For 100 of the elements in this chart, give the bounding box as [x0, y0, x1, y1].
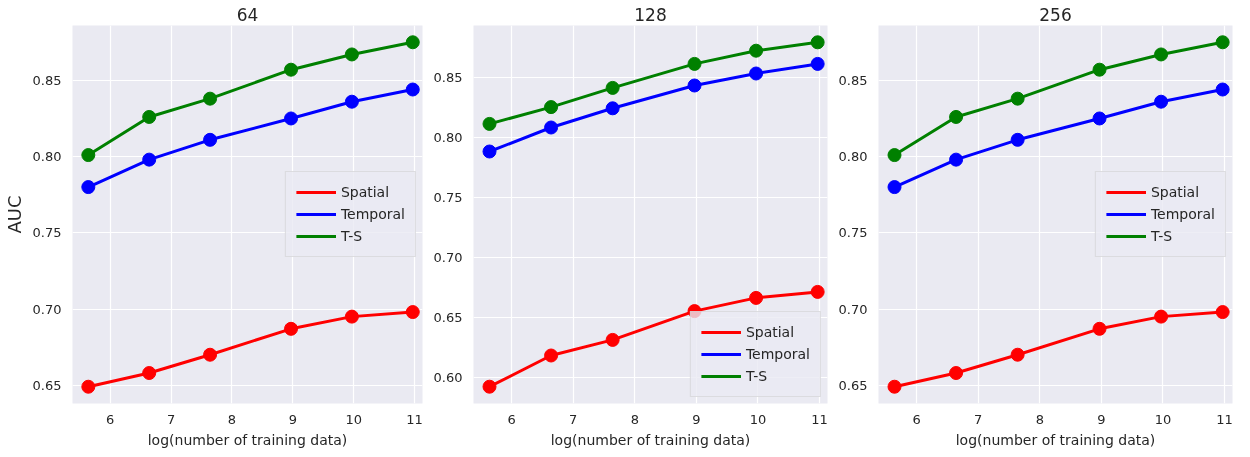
- legend-label: T-S: [1150, 228, 1173, 244]
- y-tick-label: 0.85: [32, 72, 62, 88]
- x-axis-title: log(number of training data): [955, 431, 1156, 448]
- y-tick-label: 0.70: [433, 249, 463, 265]
- chart-title: 64: [236, 4, 259, 25]
- point: [605, 332, 620, 347]
- y-tick-label: 0.70: [838, 301, 868, 317]
- x-tick-label: 10: [1154, 411, 1172, 427]
- point: [1154, 309, 1169, 324]
- y-tick-label: 0.75: [838, 225, 868, 241]
- point: [142, 109, 157, 124]
- x-axis-title: log(number of training data): [550, 431, 751, 448]
- x-tick-label: 7: [974, 411, 983, 427]
- point: [284, 111, 299, 126]
- y-tick-label: 0.65: [433, 309, 463, 325]
- y-tick-label: 0.85: [433, 69, 463, 85]
- legend-label: T-S: [745, 368, 768, 384]
- point: [344, 309, 359, 324]
- point: [1215, 35, 1230, 50]
- point: [810, 56, 825, 71]
- y-axis-title: AUC: [3, 195, 25, 234]
- point: [203, 347, 218, 362]
- x-tick-label: 11: [406, 411, 423, 427]
- x-tick-label: 9: [288, 411, 297, 427]
- chart-title: 128: [634, 4, 667, 25]
- point: [605, 80, 620, 95]
- point: [949, 152, 964, 167]
- point: [482, 144, 497, 159]
- x-tick-label: 11: [1216, 411, 1233, 427]
- point: [1092, 62, 1107, 77]
- y-tick-label: 0.65: [838, 377, 868, 393]
- point: [81, 379, 96, 394]
- legend-label: Spatial: [745, 324, 795, 340]
- x-tick-label: 8: [1035, 411, 1044, 427]
- y-tick-label: 0.75: [32, 225, 62, 241]
- legend-label: Temporal: [1150, 206, 1215, 222]
- point: [405, 82, 420, 97]
- point: [1154, 47, 1169, 62]
- point: [810, 284, 825, 299]
- point: [81, 180, 96, 195]
- point: [605, 101, 620, 116]
- x-tick-label: 11: [811, 411, 828, 427]
- point: [1154, 94, 1169, 109]
- point: [482, 379, 497, 394]
- point: [544, 348, 559, 363]
- point: [887, 148, 902, 163]
- point: [544, 100, 559, 115]
- point: [142, 366, 157, 380]
- x-tick-label: 7: [569, 411, 578, 427]
- legend-label: Temporal: [745, 346, 810, 362]
- point: [1010, 132, 1025, 147]
- point: [687, 56, 702, 71]
- point: [203, 91, 218, 106]
- point: [544, 120, 559, 135]
- point: [1092, 321, 1107, 336]
- x-tick-label: 9: [692, 411, 701, 427]
- point: [749, 43, 764, 58]
- y-tick-label: 0.75: [433, 189, 463, 205]
- legend-label: Spatial: [1150, 184, 1200, 200]
- point: [482, 116, 497, 131]
- chart-title: 256: [1039, 4, 1072, 25]
- x-axis-title: log(number of training data): [147, 431, 348, 448]
- y-tick-label: 0.80: [838, 149, 868, 165]
- point: [81, 148, 96, 163]
- legend-label: T-S: [340, 228, 363, 244]
- point: [284, 62, 299, 77]
- x-tick-label: 10: [345, 411, 362, 427]
- y-tick-label: 0.70: [32, 301, 62, 317]
- x-tick-label: 6: [507, 411, 516, 427]
- point: [749, 66, 764, 81]
- point: [887, 180, 902, 195]
- point: [405, 305, 420, 320]
- point: [687, 78, 702, 93]
- y-tick-label: 0.85: [838, 72, 868, 88]
- point: [344, 47, 359, 62]
- point: [1092, 111, 1107, 126]
- point: [203, 132, 218, 147]
- point: [749, 290, 764, 305]
- point: [142, 152, 157, 167]
- legend-label: Temporal: [340, 206, 405, 222]
- y-tick-label: 0.65: [32, 377, 62, 393]
- x-tick-label: 8: [227, 411, 237, 427]
- x-tick-label: 9: [1097, 411, 1106, 427]
- y-tick-label: 0.80: [32, 149, 62, 165]
- point: [1010, 347, 1025, 362]
- point: [1215, 305, 1230, 320]
- point: [344, 94, 359, 109]
- point: [1010, 91, 1025, 106]
- x-tick-label: 6: [106, 411, 115, 427]
- y-tick-label: 0.80: [433, 129, 463, 145]
- x-tick-label: 6: [912, 411, 921, 427]
- point: [810, 35, 825, 50]
- x-tick-label: 10: [749, 411, 767, 427]
- point: [949, 366, 964, 380]
- point: [284, 321, 299, 336]
- point: [887, 379, 902, 394]
- x-tick-label: 8: [630, 411, 639, 427]
- x-tick-label: 7: [166, 411, 176, 427]
- point: [949, 109, 964, 124]
- legend-label: Spatial: [340, 184, 390, 200]
